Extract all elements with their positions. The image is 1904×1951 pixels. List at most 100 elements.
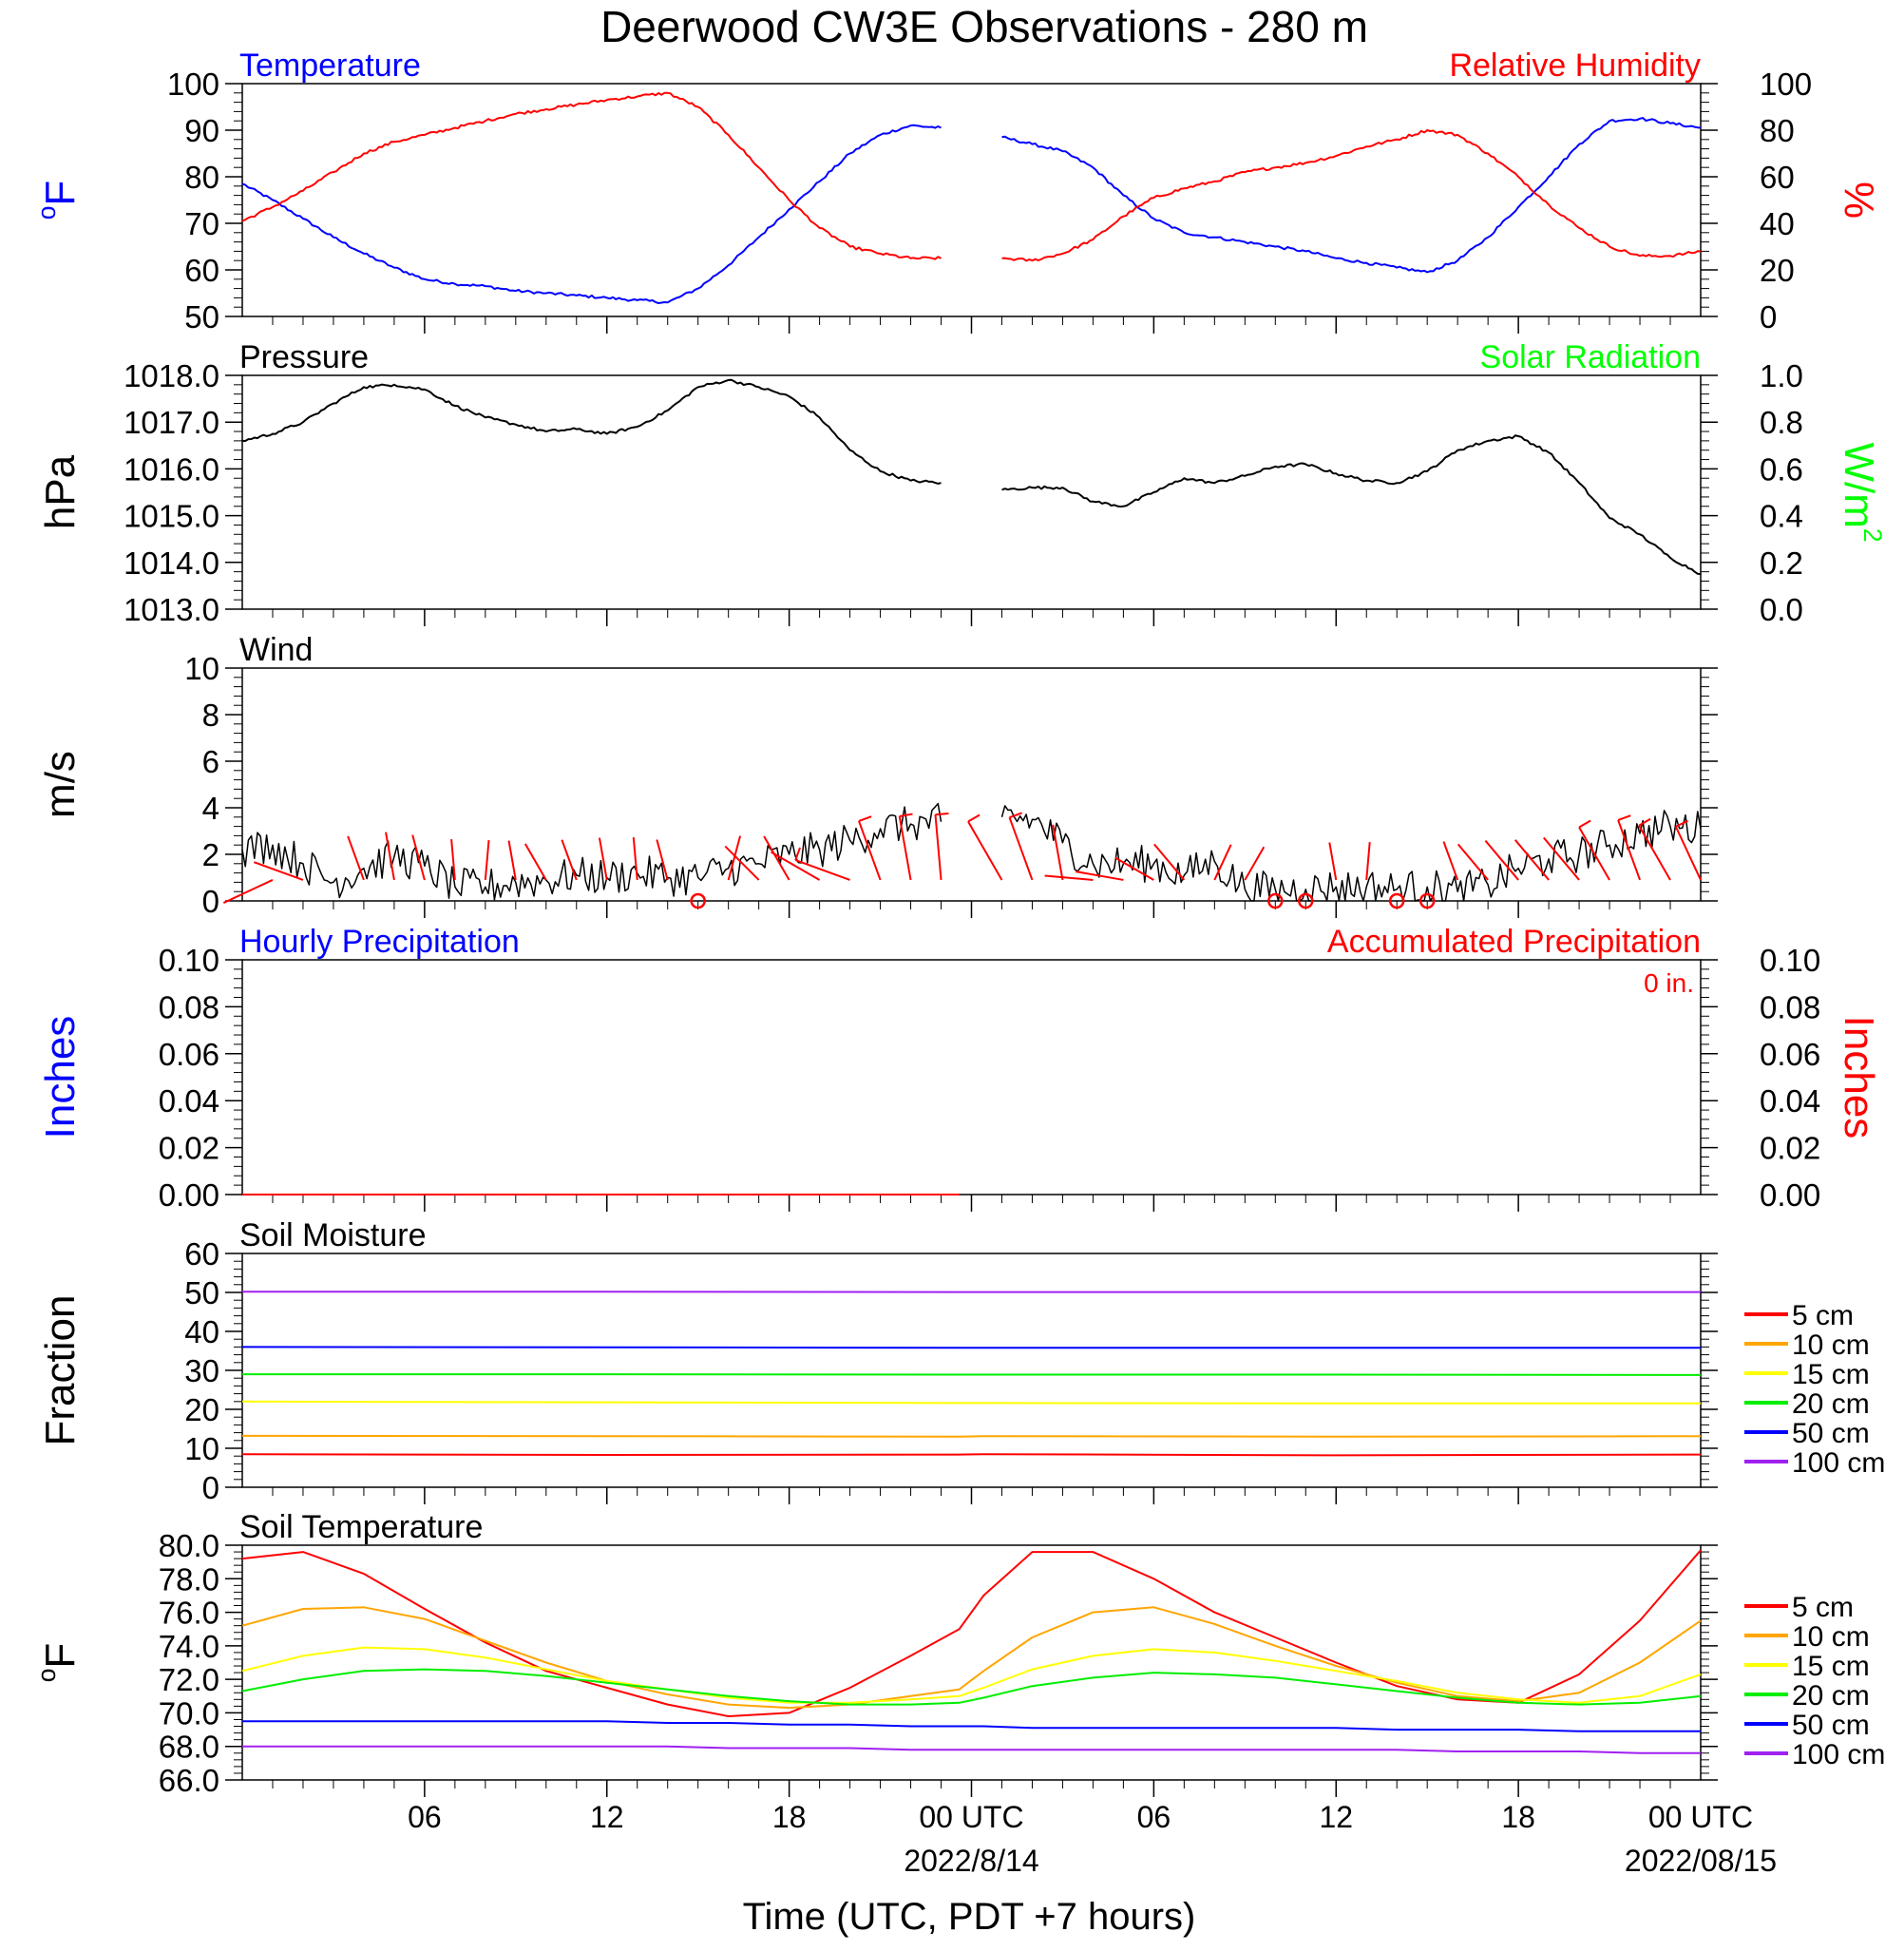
left-axis-label: Fraction bbox=[37, 1295, 84, 1446]
wind-barb-flag bbox=[1638, 817, 1651, 827]
wind-barb bbox=[561, 839, 578, 881]
left-tick-label: 50 bbox=[184, 299, 219, 335]
left-tick-label: 0 bbox=[202, 884, 219, 919]
wind-barb bbox=[1484, 839, 1519, 881]
panel-temp_rh: 50 60 70 80 90 100 0 20 40 60 80 100 Temperature Rela… bbox=[32, 48, 1882, 335]
legend-label: 50 cm bbox=[1792, 1710, 1870, 1741]
x-tick-label: 00 UTC bbox=[919, 1800, 1023, 1834]
left-tick-label: 6 bbox=[202, 744, 219, 779]
right-tick-label: 0.8 bbox=[1760, 405, 1803, 440]
panel-title-left: Soil Temperature bbox=[239, 1509, 483, 1545]
right-axis-label: % bbox=[1836, 182, 1882, 219]
wind-barb bbox=[450, 839, 456, 881]
left-axis-label: oF bbox=[32, 1643, 84, 1683]
right-tick-label: 0.0 bbox=[1760, 592, 1803, 627]
panel-title-left: Temperature bbox=[239, 48, 421, 84]
left-axis-label: m/s bbox=[37, 751, 84, 818]
left-tick-label: 70 bbox=[184, 206, 219, 241]
wind-barb bbox=[1213, 844, 1232, 881]
left-tick-label: 0.02 bbox=[159, 1131, 219, 1166]
series-15-cm bbox=[241, 1400, 1701, 1405]
left-axis-label: Inches bbox=[37, 1016, 84, 1139]
x-tick-label: 12 bbox=[1319, 1800, 1353, 1834]
series-10-cm bbox=[241, 1606, 1702, 1710]
panel-title-left: Hourly Precipitation bbox=[239, 924, 520, 960]
series-100-cm bbox=[242, 1745, 1701, 1754]
panel-precip: 0.00 0.02 0.04 0.06 0.08 0.10 0.00 0.02 0.04 0.06… bbox=[37, 924, 1882, 1213]
left-axis-label: oF bbox=[32, 181, 84, 220]
legend-label: 10 cm bbox=[1792, 1329, 1870, 1361]
x-tick-label: 00 UTC bbox=[1648, 1800, 1753, 1834]
wind-barb bbox=[1457, 843, 1489, 881]
wind-barb bbox=[524, 843, 547, 881]
left-tick-label: 72.0 bbox=[159, 1662, 219, 1697]
wind-barb bbox=[1514, 839, 1550, 881]
wind-barb bbox=[1674, 826, 1702, 881]
x-date-label: 2022/8/14 bbox=[904, 1844, 1038, 1878]
wind-barb bbox=[222, 879, 274, 904]
right-tick-label: 0.06 bbox=[1760, 1037, 1820, 1072]
left-tick-label: 1017.0 bbox=[124, 405, 219, 440]
plot-frame bbox=[241, 1544, 1702, 1781]
plot-frame bbox=[241, 83, 1702, 317]
panel-pressure: 1013.0 1014.0 1015.0 1016.0 1017.0 1018.0 0.0 0… bbox=[37, 339, 1887, 627]
wind-barb-flag bbox=[935, 812, 949, 816]
left-tick-label: 76.0 bbox=[159, 1596, 219, 1631]
right-tick-label: 40 bbox=[1760, 206, 1795, 241]
right-tick-label: 0.04 bbox=[1760, 1083, 1820, 1119]
left-tick-label: 10 bbox=[184, 651, 219, 686]
series-20-cm bbox=[241, 1668, 1702, 1706]
wind-barb bbox=[1244, 846, 1266, 881]
plot-frame bbox=[241, 667, 1702, 902]
series-50-cm bbox=[241, 1346, 1701, 1349]
left-tick-label: 30 bbox=[184, 1353, 219, 1388]
right-tick-label: 0.08 bbox=[1760, 989, 1820, 1024]
calm-wind-marker bbox=[690, 892, 706, 909]
wind-barb bbox=[347, 835, 365, 881]
calm-wind-marker bbox=[1418, 892, 1436, 909]
left-tick-label: 1015.0 bbox=[124, 499, 219, 534]
series-20-cm bbox=[242, 1373, 1702, 1376]
left-tick-label: 0.10 bbox=[159, 943, 219, 978]
left-tick-label: 78.0 bbox=[159, 1561, 219, 1597]
time-axis: 06 12 18 00 UTC 06 12 18 00 UTC 2022/8/14 2022/08… bbox=[408, 1800, 1777, 1878]
wind-barb bbox=[1052, 824, 1064, 881]
legend-label: 15 cm bbox=[1792, 1651, 1870, 1682]
wind-barb-flag bbox=[1578, 819, 1591, 829]
wind-barb-flag bbox=[1009, 812, 1023, 819]
x-tick-label: 06 bbox=[408, 1800, 442, 1834]
left-tick-label: 80.0 bbox=[159, 1528, 219, 1563]
left-tick-label: 10 bbox=[184, 1431, 219, 1466]
wind-barb bbox=[1044, 874, 1094, 881]
wind-barb bbox=[763, 835, 790, 881]
left-axis-label: hPa bbox=[37, 454, 84, 529]
calm-wind-marker bbox=[1298, 892, 1314, 909]
left-tick-label: 68.0 bbox=[159, 1730, 219, 1765]
right-tick-label: 0.6 bbox=[1760, 451, 1803, 487]
panel-title-left: Wind bbox=[239, 632, 313, 668]
legend-label: 5 cm bbox=[1792, 1300, 1854, 1331]
right-tick-label: 100 bbox=[1760, 67, 1812, 102]
panel-title-left: Pressure bbox=[239, 339, 369, 375]
wind-barb bbox=[1365, 842, 1371, 881]
wind-barb bbox=[1114, 856, 1154, 881]
left-tick-label: 74.0 bbox=[159, 1629, 219, 1664]
legend-label: 20 cm bbox=[1792, 1680, 1870, 1712]
left-tick-label: 66.0 bbox=[159, 1763, 219, 1798]
plot-frame bbox=[241, 1253, 1702, 1488]
left-tick-label: 1013.0 bbox=[124, 592, 219, 627]
right-tick-label: 80 bbox=[1760, 113, 1795, 148]
left-tick-label: 0.00 bbox=[159, 1177, 219, 1213]
right-tick-label: 60 bbox=[1760, 160, 1795, 195]
left-tick-label: 0 bbox=[202, 1470, 219, 1505]
legend-label: 20 cm bbox=[1792, 1388, 1870, 1420]
right-tick-label: 0.02 bbox=[1760, 1131, 1820, 1166]
left-tick-label: 100 bbox=[167, 67, 219, 102]
left-tick-label: 80 bbox=[184, 160, 219, 195]
legend-label: 100 cm bbox=[1792, 1739, 1885, 1770]
wind-barb bbox=[898, 815, 912, 881]
calm-wind-marker bbox=[1267, 892, 1284, 909]
series-wind bbox=[241, 802, 1702, 902]
